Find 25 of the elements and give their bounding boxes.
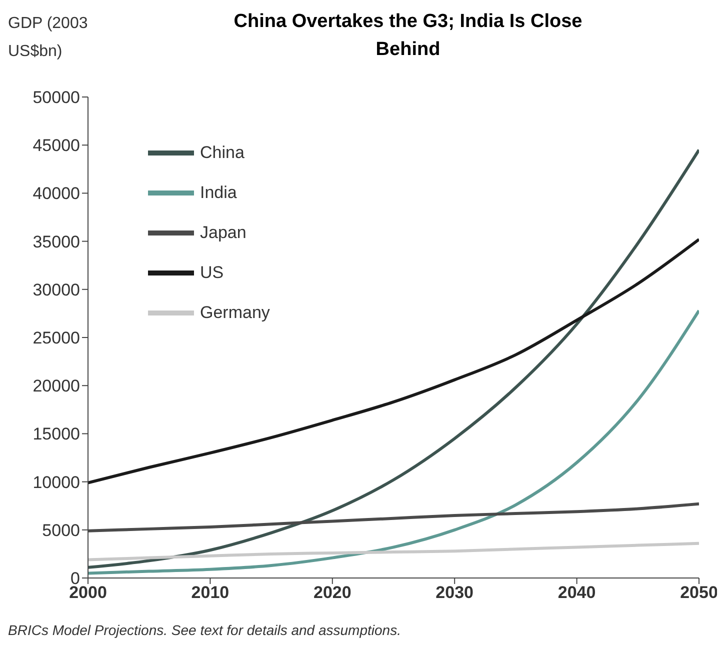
y-tick-label: 25000 xyxy=(32,328,80,348)
chart-title: China Overtakes the G3; India Is Close Behind xyxy=(232,10,584,62)
legend-label: India xyxy=(200,182,237,204)
x-tick-label: 2050 xyxy=(680,583,718,602)
legend-label: China xyxy=(200,142,244,164)
text: BRICs Model Projections. See text for details and assumptions. xyxy=(8,622,401,638)
legend-label: US xyxy=(200,262,224,284)
y-tick-label: 5000 xyxy=(42,520,80,540)
y-tick-label: 45000 xyxy=(32,136,80,156)
y-tick-label: 20000 xyxy=(32,376,80,396)
y-tick-label: 15000 xyxy=(32,424,80,444)
y-tick-label: 50000 xyxy=(32,88,80,108)
y-tick-label: 30000 xyxy=(32,280,80,300)
x-tick-label: 2030 xyxy=(436,583,474,602)
x-tick-label: 2040 xyxy=(558,583,596,602)
x-tick-label: 2020 xyxy=(313,583,352,602)
x-tick-label: 2010 xyxy=(191,583,230,602)
legend-label: Germany xyxy=(200,302,270,324)
y-tick-label: 40000 xyxy=(32,184,80,204)
y-axis-title: GDP (2003 US$bn) xyxy=(8,14,89,62)
legend-label: Japan xyxy=(200,222,246,244)
x-tick-label: 2000 xyxy=(69,583,107,602)
line-series xyxy=(88,542,699,562)
y-tick-label: 10000 xyxy=(32,472,80,492)
y-tick-label: 35000 xyxy=(32,232,80,252)
